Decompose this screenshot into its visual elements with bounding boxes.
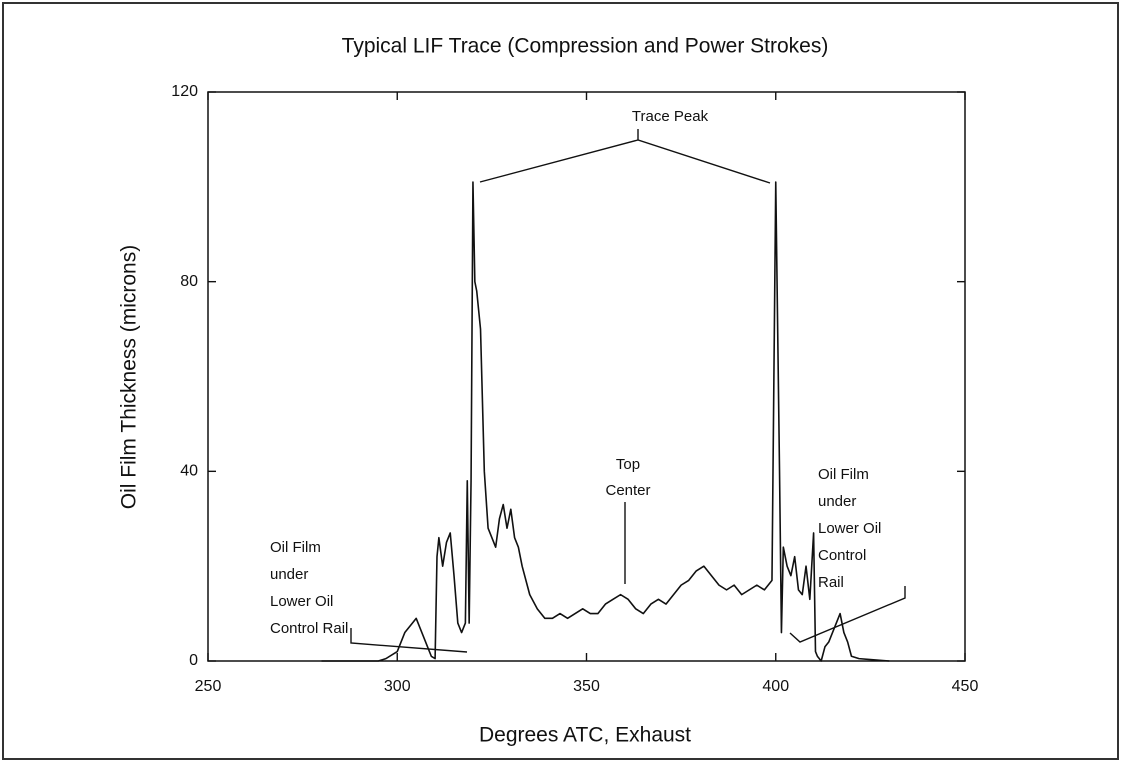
annotation: Control Rail — [270, 620, 348, 637]
annotation-line — [350, 628, 468, 653]
annotation-line — [789, 586, 906, 643]
annotation: under — [818, 493, 856, 510]
y-tick-label: 40 — [180, 463, 198, 480]
x-axis-label: Degrees ATC, Exhaust — [479, 724, 691, 747]
x-tick-label: 250 — [195, 678, 222, 695]
x-tick-label: 400 — [762, 678, 789, 695]
y-axis-label: Oil Film Thickness (microns) — [118, 245, 141, 509]
frame — [2, 2, 1119, 760]
annotation: Oil Film — [818, 466, 869, 483]
annotation: Center — [605, 482, 650, 499]
annotation-line — [479, 139, 771, 184]
chart-title: Typical LIF Trace (Compression and Power… — [342, 35, 829, 58]
plot-frame — [207, 91, 966, 662]
annotation: Trace Peak — [632, 108, 709, 125]
x-tick-label: 450 — [952, 678, 979, 695]
x-tick-label: 350 — [573, 678, 600, 695]
y-tick-label: 80 — [180, 273, 198, 290]
annotation: Top — [616, 456, 640, 473]
annotation: Oil Film — [270, 539, 321, 556]
annotation: Control — [818, 547, 866, 564]
x-tick-label: 300 — [384, 678, 411, 695]
annotation: Rail — [818, 574, 844, 591]
y-tick-label: 0 — [189, 652, 198, 669]
annotation: Lower Oil — [270, 593, 333, 610]
annotation: Lower Oil — [818, 520, 881, 537]
trace-line — [321, 181, 890, 662]
y-tick-label: 120 — [171, 83, 198, 100]
annotation: under — [270, 566, 308, 583]
